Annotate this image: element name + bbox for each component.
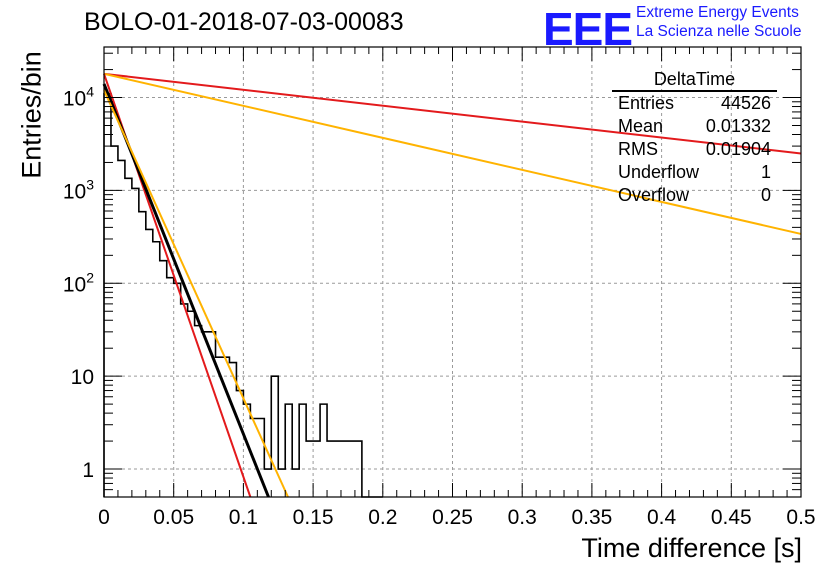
eee-logo-text: Extreme Energy Events La Scienza nelle S… — [636, 3, 801, 41]
y-tick-label: 10 — [71, 366, 94, 389]
stats-label: RMS — [618, 139, 658, 159]
logo-line-1: Extreme Energy Events — [636, 4, 799, 21]
stats-value: 1 — [760, 162, 771, 182]
eee-logo-mark: EEE — [543, 3, 633, 55]
stats-row: Mean 0.01332 — [612, 115, 777, 138]
y-tick-label: 103 — [63, 176, 94, 203]
histogram-bins — [103, 92, 383, 498]
stats-value: 0.01904 — [705, 139, 771, 159]
x-tick-label: 0.2 — [368, 506, 397, 529]
stats-title: DeltaTime — [612, 68, 777, 92]
x-tick-label: 0.3 — [508, 506, 537, 529]
stats-row: Overflow 0 — [612, 184, 777, 207]
x-tick-label: 0.1 — [229, 506, 258, 529]
x-axis-label: Time difference [s] — [581, 533, 802, 563]
fit-line — [103, 72, 802, 235]
x-tick-label: 0.15 — [293, 506, 334, 529]
x-tick-label: 0.05 — [153, 506, 194, 529]
stats-value: 0.01332 — [705, 116, 771, 136]
fit-line — [103, 89, 289, 498]
stats-row: RMS 0.01904 — [612, 138, 777, 161]
stats-row: Entries 44526 — [612, 92, 777, 115]
x-tick-label: 0.35 — [571, 506, 612, 529]
y-tick-label: 102 — [63, 269, 94, 296]
stats-label: Overflow — [618, 185, 690, 205]
stats-row: Underflow 1 — [612, 161, 777, 184]
x-tick-label: 0.4 — [647, 506, 677, 529]
logo-line-2: La Scienza nelle Scuole — [636, 23, 802, 40]
stats-label: Mean — [618, 116, 664, 136]
x-tick-label: 0.5 — [786, 506, 815, 529]
stats-value: 44526 — [720, 93, 771, 113]
x-tick-label: 0 — [98, 506, 110, 529]
stats-label: Entries — [618, 93, 675, 113]
x-tick-label: 0.25 — [432, 506, 473, 529]
fit-line — [103, 72, 802, 155]
histogram-title: BOLO-01-2018-07-03-00083 — [84, 8, 404, 36]
stats-box: DeltaTime Entries 44526 Mean 0.01332 RMS… — [612, 68, 777, 207]
y-tick-label: 104 — [63, 84, 94, 111]
stats-label: Underflow — [618, 162, 700, 182]
y-tick-label: 1 — [82, 459, 94, 482]
x-tick-label: 0.45 — [711, 506, 752, 529]
stats-value: 0 — [760, 185, 771, 205]
y-axis-label: Entries/bin — [16, 51, 47, 179]
